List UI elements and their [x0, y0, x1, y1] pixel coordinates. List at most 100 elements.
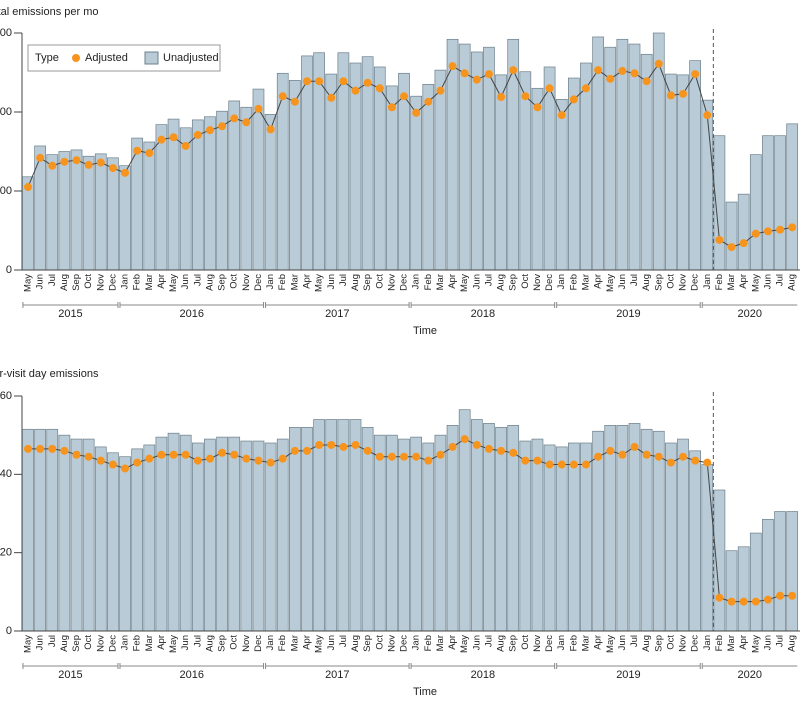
dot [751, 229, 760, 238]
x-tick-label: Jun [762, 274, 773, 289]
bar [689, 60, 702, 271]
x-tick-label: Sep [653, 635, 664, 652]
bar [592, 430, 604, 632]
x-tick-label: Dec [253, 635, 264, 652]
bar [167, 118, 180, 271]
legend-box [27, 44, 221, 72]
bar [252, 440, 265, 632]
x-tick-label: Sep [71, 635, 82, 652]
bar [22, 428, 34, 632]
x-tick-label: Mar [435, 274, 446, 290]
x-tick-label: Aug [59, 274, 70, 291]
dot [788, 223, 797, 232]
dot [424, 456, 433, 465]
y-tick-label: 300 [0, 27, 12, 39]
x-tick-label: Dec [253, 274, 264, 291]
dot [205, 126, 214, 135]
bar [216, 110, 228, 271]
bar [34, 428, 46, 632]
x-tick-label: Mar [144, 635, 155, 651]
x-tick-label: Oct [374, 635, 385, 650]
dot [776, 225, 785, 234]
x-tick-label: Aug [496, 274, 507, 291]
dot [642, 77, 651, 86]
dot [290, 97, 299, 106]
dot [302, 446, 311, 455]
x-tick-label: Feb [277, 274, 288, 290]
bar [289, 426, 301, 632]
x-tick-label: Jul [47, 274, 58, 286]
bar [289, 80, 301, 271]
bar [774, 135, 786, 271]
dot [266, 458, 275, 467]
x-tick-label: Jul [483, 635, 494, 647]
x-tick-label: Dec [690, 274, 701, 291]
dot [96, 158, 105, 167]
x-tick-label: Oct [520, 274, 531, 289]
bar [179, 434, 192, 632]
bar [240, 106, 253, 271]
dot [509, 66, 518, 75]
x-tick-label: Jan [702, 274, 713, 289]
dot [169, 450, 178, 459]
dot [594, 66, 603, 75]
dot [121, 168, 130, 177]
dot [157, 450, 166, 459]
x-tick-label: Feb [277, 635, 288, 651]
x-tick-label: May [750, 635, 761, 653]
y-tick-label: 20 [0, 547, 12, 559]
x-tick-label: Nov [678, 274, 689, 291]
x-tick-label: Aug [204, 635, 215, 652]
dot [654, 452, 663, 461]
x-tick-label: Apr [738, 635, 749, 650]
x-tick-label: May [750, 274, 761, 292]
x-tick-label: Aug [641, 274, 652, 291]
x-tick-label: Mar [289, 274, 300, 290]
adjusted-line [27, 62, 793, 248]
bar [216, 436, 228, 632]
dot [497, 92, 506, 101]
bar [434, 69, 447, 271]
bar [228, 100, 241, 271]
dot [84, 160, 93, 169]
dot [302, 77, 311, 86]
dot [472, 440, 481, 449]
dot [84, 452, 93, 461]
x-tick-label: May [23, 274, 34, 292]
dot [533, 103, 542, 112]
dot [181, 141, 190, 150]
bar [301, 426, 313, 632]
y-tick-label: 60 [0, 390, 12, 402]
year-label: 2015 [58, 669, 82, 681]
bar [774, 511, 786, 632]
bar [204, 438, 216, 632]
dot [242, 118, 251, 127]
bar [410, 436, 423, 632]
dot [108, 164, 117, 173]
year-label: 2015 [58, 308, 82, 320]
dot [400, 92, 409, 101]
bar [446, 425, 459, 632]
bar [276, 72, 289, 271]
bar [786, 511, 799, 632]
bar [276, 438, 289, 632]
x-tick-label: Apr [156, 274, 167, 289]
bar [34, 145, 46, 271]
year-label: 2020 [737, 308, 761, 320]
bar [689, 450, 702, 632]
dot [375, 452, 384, 461]
bar [786, 123, 799, 271]
bar [762, 519, 774, 632]
x-tick-label: Dec [399, 274, 410, 291]
dot [679, 89, 688, 98]
x-tick-label: Jan [556, 274, 567, 289]
dot [193, 456, 202, 465]
adjusted-line [28, 438, 793, 603]
x-tick-label: Sep [71, 274, 82, 291]
dot [327, 440, 336, 449]
bar [640, 53, 653, 271]
dot [339, 442, 348, 451]
x-tick-label: Dec [399, 635, 410, 652]
dot [545, 460, 554, 469]
x-tick-label: Jan [120, 635, 131, 650]
